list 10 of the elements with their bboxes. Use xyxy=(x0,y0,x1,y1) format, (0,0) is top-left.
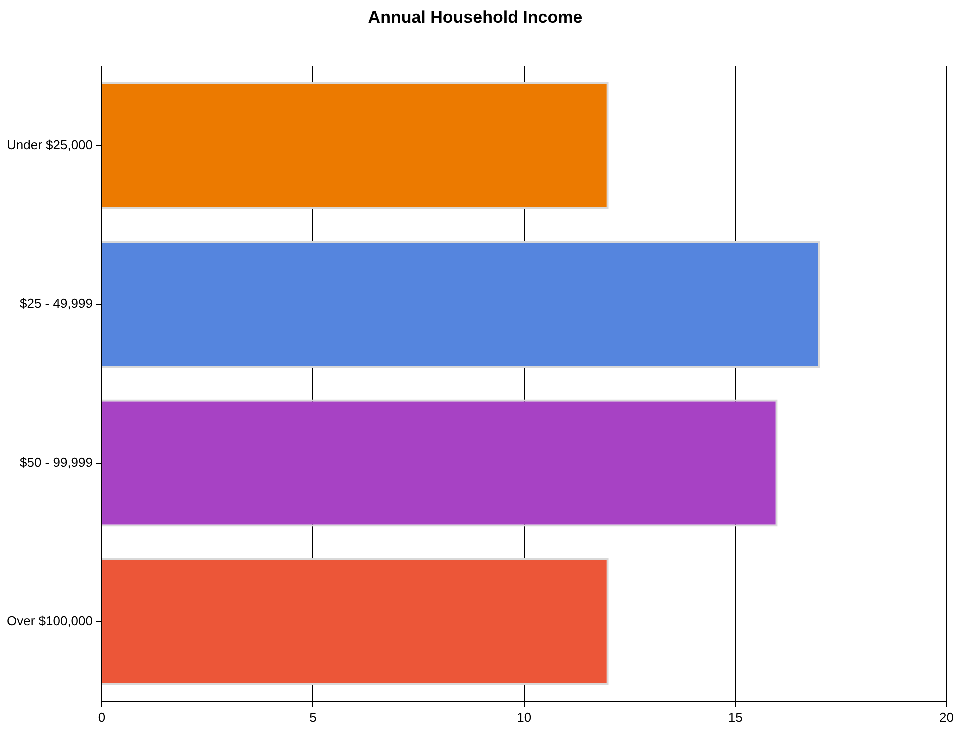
y-tick-label: Under $25,000 xyxy=(6,137,94,152)
x-tick-label: 15 xyxy=(728,710,743,725)
y-tick-label: $50 - 99,999 xyxy=(20,454,94,470)
x-tick-label: 20 xyxy=(940,710,954,725)
x-tick-label: 10 xyxy=(517,710,532,725)
x-tick-label: 5 xyxy=(310,710,317,725)
y-tick-label: Over $100,000 xyxy=(6,614,94,629)
y-tick-label: $25 - 49,999 xyxy=(20,296,94,312)
x-tick-label: 0 xyxy=(98,710,106,725)
chart-title: Annual Household Income xyxy=(368,8,583,27)
